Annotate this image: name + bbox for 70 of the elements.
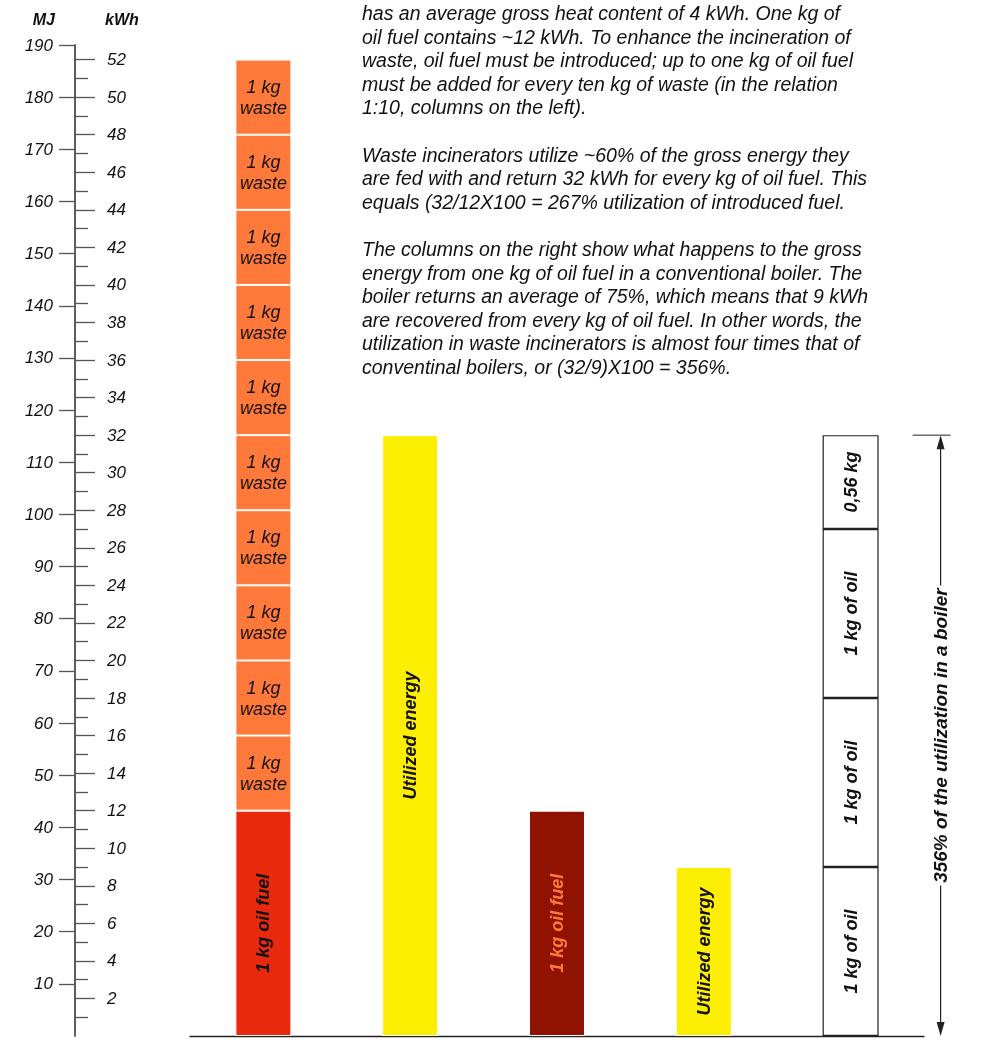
series-label: 1 kg waste: [239, 602, 287, 644]
series-label: 1 kg waste: [239, 151, 287, 193]
y2-tick-label: 38: [107, 313, 127, 333]
series-label: 1 kg waste: [239, 301, 287, 343]
y2-tick-label: 40: [107, 275, 127, 295]
series-label: 1 kg waste: [239, 452, 287, 494]
y2-tick-label: 22: [106, 613, 127, 633]
y2-tick-label: 48: [107, 125, 127, 145]
y2-tick-label: 32: [107, 425, 127, 445]
y-tick-label: 10: [34, 974, 54, 994]
y-tick-label: 70: [34, 661, 54, 681]
y2-tick-label: 12: [107, 801, 127, 821]
y2-tick-label: 34: [107, 388, 126, 408]
y-tick-label: 150: [24, 244, 54, 264]
y2-tick-label: 24: [106, 575, 126, 595]
series-label: 1 kg waste: [239, 527, 287, 569]
y2-tick-label: 50: [107, 87, 127, 107]
y-tick-label: 190: [24, 35, 54, 55]
y2-tick-label: 26: [106, 538, 127, 558]
series-label: 0,56 kg: [840, 451, 861, 513]
text: 356% of the utilization in a boiler: [930, 586, 952, 883]
bar: [382, 435, 439, 1036]
y2-tick-label: 10: [107, 838, 127, 858]
y-tick-label: 180: [24, 87, 54, 107]
y2-tick-label: 2: [106, 988, 117, 1008]
y-tick-label: 100: [24, 504, 54, 524]
y2-tick-label: 8: [107, 876, 117, 896]
y-tick-label: 130: [24, 348, 54, 368]
y2-tick-label: 30: [107, 463, 127, 483]
y-tick-label: 90: [34, 557, 54, 577]
y2-tick-label: 4: [107, 951, 117, 971]
text: 1 kg oil fuel: [547, 873, 567, 973]
text: has an average gross heat content of 4 kWh. One kg of oil fuel contains ~12 kWh. To enhance the incineration of waste, oil fuel must be introduced; up to one kg of oil fuel must be added for every ten kg of waste (in the relation 1:10, columns on the left). Waste incinerators utilize ~60% of the gross energy they are fed with and return 32 kWh for every kg of oil fuel. This equals (32/12X100 = 267% utilization of introduced fuel. The columns on the right show what happens to the gross energy from one kg of oil fuel in a conventional boiler. The boiler returns an average of 75%, which means that 9 kWh are recovered from every kg of oil fuel. In other words, the utilization in waste incinerators is almost four times that of conventinal boilers, or (32/9)X100 = 356%.: [362, 2, 869, 378]
y2-tick-label: 16: [107, 726, 127, 746]
y2-tick-label: 20: [106, 650, 127, 670]
y-tick-label: 50: [34, 765, 54, 785]
y2-tick-label: 36: [107, 350, 127, 370]
series-label: 1 kg waste: [239, 76, 287, 118]
y-axis-title: MJ: [32, 10, 57, 28]
y2-tick-label: 28: [106, 500, 127, 520]
series-label: 1 kg of oil: [840, 908, 861, 994]
y2-tick-label: 52: [107, 50, 127, 70]
bar: [529, 810, 585, 1036]
y2-tick-label: 42: [107, 237, 127, 257]
y-tick-label: 80: [34, 609, 54, 629]
y2-tick-label: 14: [107, 763, 126, 783]
y2-tick-label: 6: [107, 913, 117, 933]
y-tick-label: 40: [34, 817, 54, 837]
y2-tick-label: 44: [107, 200, 126, 220]
y-tick-label: 160: [24, 191, 54, 211]
y-tick-label: 20: [33, 922, 54, 942]
series-label: 1 kg waste: [239, 226, 287, 268]
y-tick-label: 30: [34, 870, 54, 890]
y-tick-label: 120: [24, 400, 54, 420]
y2-axis-title: kWh: [105, 10, 139, 28]
y2-tick-label: 46: [107, 162, 127, 182]
series-label: 1 kg waste: [239, 377, 287, 419]
y-tick-label: 110: [25, 452, 54, 472]
y-tick-label: 140: [24, 296, 54, 316]
series-label: 1 kg of oil: [840, 739, 861, 825]
y-tick-label: 170: [24, 139, 54, 159]
series-label: 1 kg waste: [239, 677, 287, 719]
series-label: 1 kg waste: [239, 752, 287, 794]
text: Utilized energy: [693, 887, 714, 1016]
series-label: 1 kg of oil: [840, 570, 861, 656]
y2-tick-label: 18: [107, 688, 127, 708]
bar: [675, 867, 732, 1036]
series-label: Utilized energy: [400, 670, 421, 800]
y-tick-label: 60: [34, 713, 54, 733]
series-label: 1 kg oil fuel: [253, 872, 274, 973]
